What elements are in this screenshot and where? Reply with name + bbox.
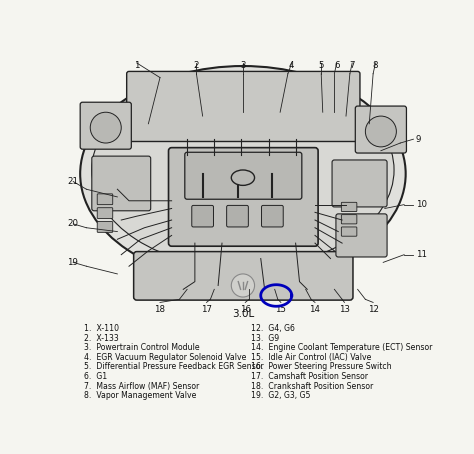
FancyBboxPatch shape (192, 205, 213, 227)
FancyBboxPatch shape (262, 205, 283, 227)
Text: 2: 2 (194, 61, 199, 69)
Text: 19: 19 (67, 258, 78, 267)
Text: 15.  Idle Air Control (IAC) Valve: 15. Idle Air Control (IAC) Valve (251, 353, 372, 362)
Ellipse shape (92, 72, 394, 268)
Text: 17: 17 (201, 305, 212, 314)
FancyBboxPatch shape (97, 194, 113, 205)
FancyBboxPatch shape (169, 148, 318, 246)
Text: 2.  X-133: 2. X-133 (84, 334, 119, 343)
Text: 18: 18 (155, 305, 165, 314)
Text: 1: 1 (134, 61, 139, 69)
Text: 3: 3 (240, 61, 246, 69)
Text: 10: 10 (416, 200, 427, 209)
Text: 14.  Engine Coolant Temperature (ECT) Sensor: 14. Engine Coolant Temperature (ECT) Sen… (251, 343, 433, 352)
Text: 9: 9 (416, 135, 421, 143)
Text: 6.  G1: 6. G1 (84, 372, 107, 381)
Text: 12.  G4, G6: 12. G4, G6 (251, 324, 295, 333)
Text: 6: 6 (334, 61, 339, 69)
FancyBboxPatch shape (336, 214, 387, 257)
Text: 12: 12 (368, 305, 379, 314)
Circle shape (90, 112, 121, 143)
Text: 15: 15 (275, 305, 286, 314)
FancyBboxPatch shape (341, 215, 357, 224)
FancyBboxPatch shape (134, 252, 353, 300)
Ellipse shape (231, 170, 255, 185)
Text: 4.  EGR Vacuum Regulator Solenoid Valve: 4. EGR Vacuum Regulator Solenoid Valve (84, 353, 246, 362)
Text: 5: 5 (319, 61, 324, 69)
Text: 13: 13 (339, 305, 350, 314)
Text: 3.  Powertrain Control Module: 3. Powertrain Control Module (84, 343, 200, 352)
Text: 16: 16 (240, 305, 251, 314)
Text: 8: 8 (373, 61, 378, 69)
Text: 11: 11 (416, 250, 427, 259)
Text: 18.  Crankshaft Position Sensor: 18. Crankshaft Position Sensor (251, 382, 374, 391)
FancyBboxPatch shape (332, 160, 387, 207)
Text: 8.  Vapor Management Valve: 8. Vapor Management Valve (84, 391, 196, 400)
Text: 5.  Differential Pressure Feedback EGR Sensor: 5. Differential Pressure Feedback EGR Se… (84, 362, 264, 371)
Text: 3.0L: 3.0L (232, 309, 254, 319)
Text: 19.  G2, G3, G5: 19. G2, G3, G5 (251, 391, 311, 400)
Text: 20: 20 (67, 219, 78, 228)
Circle shape (231, 274, 255, 297)
Text: 7.  Mass Airflow (MAF) Sensor: 7. Mass Airflow (MAF) Sensor (84, 382, 199, 391)
FancyBboxPatch shape (97, 208, 113, 218)
FancyBboxPatch shape (80, 102, 131, 149)
FancyBboxPatch shape (92, 156, 151, 211)
Text: 4: 4 (289, 61, 294, 69)
FancyBboxPatch shape (341, 227, 357, 236)
Text: 7: 7 (349, 61, 355, 69)
Text: 13.  G9: 13. G9 (251, 334, 280, 343)
Text: 1.  X-110: 1. X-110 (84, 324, 119, 333)
FancyBboxPatch shape (227, 205, 248, 227)
FancyBboxPatch shape (127, 71, 360, 142)
Ellipse shape (80, 66, 406, 281)
FancyBboxPatch shape (185, 152, 302, 199)
Text: 21: 21 (67, 177, 78, 186)
FancyBboxPatch shape (341, 202, 357, 212)
Text: 16.  Power Steering Pressure Switch: 16. Power Steering Pressure Switch (251, 362, 392, 371)
Text: 17.  Camshaft Position Sensor: 17. Camshaft Position Sensor (251, 372, 368, 381)
Text: 14: 14 (310, 305, 320, 314)
FancyBboxPatch shape (97, 222, 113, 232)
Circle shape (365, 116, 396, 147)
FancyBboxPatch shape (356, 106, 406, 153)
